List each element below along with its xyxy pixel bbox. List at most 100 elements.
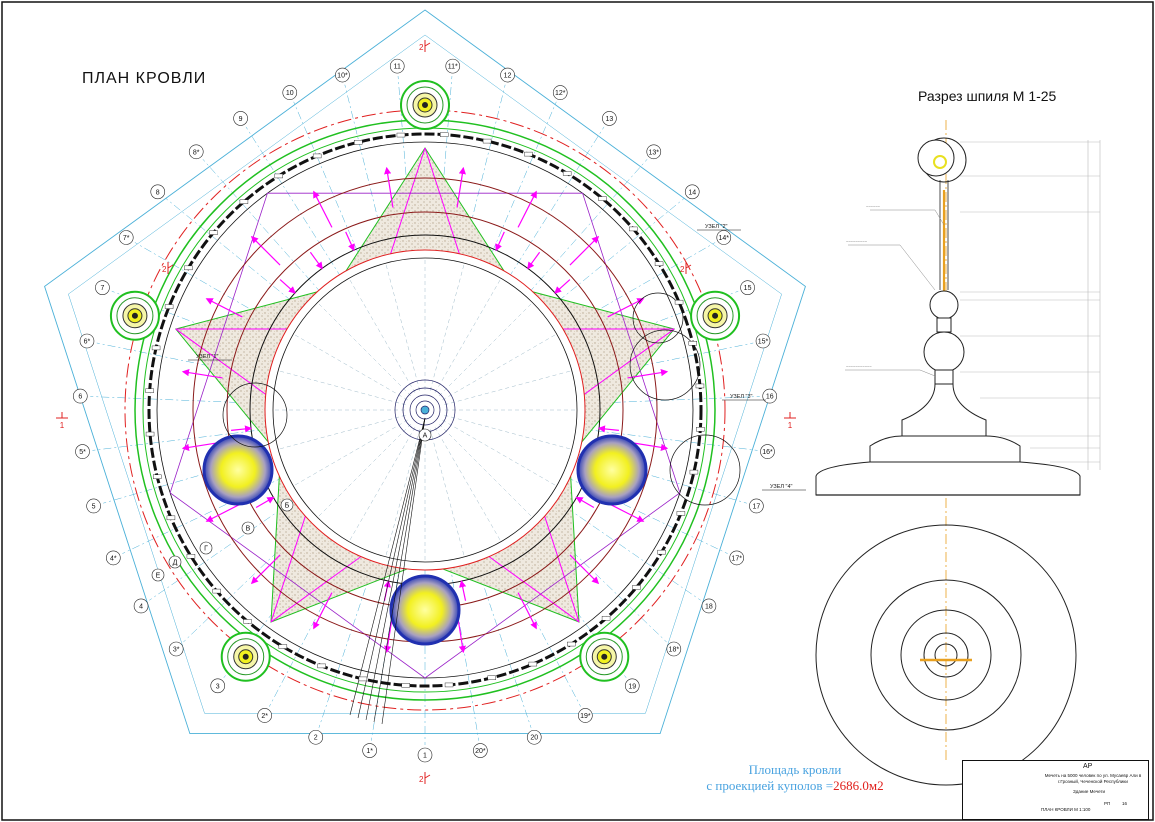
tag-box [524,151,533,157]
slope-arrow [250,554,281,585]
axis-bubble [168,641,184,657]
tag-box [396,132,406,138]
axis-line [474,443,701,601]
axis-line [103,426,368,504]
axis-label: 5 [92,503,96,510]
dome-rib [444,414,570,450]
slope-arrow [527,251,541,270]
axis-label: 8* [193,149,200,156]
axis-label: 8 [156,189,160,196]
section-mark-label: 2 [419,775,424,784]
slope-arrow [181,369,223,379]
section-title: Разрез шпиля М 1-25 [918,88,1057,104]
node-detail-circle [222,382,288,448]
tag-box [562,171,572,176]
letter-axis-label: Г [204,546,208,553]
tag-box [239,199,249,204]
axis-bubble [118,230,134,245]
slope-arrow [627,369,669,379]
slope-arrow [231,425,253,433]
minaret-icon [220,631,271,682]
axis-label: 17* [731,555,742,562]
tag-box [444,682,454,688]
tag-box [358,676,368,682]
axis-line [344,84,411,352]
tag-box [151,345,161,351]
dome-icon [389,574,461,646]
dome-rib [280,370,406,406]
axis-line [443,466,532,728]
crescent-icon [917,137,967,183]
axis-bubble [188,144,204,160]
slope-arrow [495,231,505,252]
spire-plan-ring [409,394,441,426]
axis-line [482,426,747,504]
axis-bubble [86,498,101,514]
axis-line [202,159,386,366]
axis-label: 1* [366,748,373,755]
axis-label: 16* [762,449,773,456]
tag-box [689,469,699,475]
axis-line [92,416,366,451]
leader-line [381,417,426,725]
axis-label: 11* [448,64,458,71]
axis-bubble [72,388,88,404]
parapet-wall [147,132,703,688]
dome-rib [434,427,501,541]
node-detail-circle [669,434,741,506]
axis-bubble [150,184,166,200]
axis-label: 19* [580,713,591,720]
dome-rib [294,419,408,486]
axis-bubble [729,550,744,566]
section-mark-label: 2 [162,265,167,274]
axis-label: 13* [649,149,660,156]
tag-box [209,230,218,235]
axis-label: 12 [504,73,512,80]
title-block-stage: РП [1104,801,1111,806]
letter-axis-bubble [280,498,294,512]
node-label: УЗЕЛ "2" [705,224,728,230]
svg-text:~~~~~~~~~: ~~~~~~~~~ [846,239,868,244]
tag-box [186,554,196,559]
axis-line [452,463,581,707]
tag-box [440,132,449,137]
plan-title: ПЛАН КРОВЛИ [82,70,207,87]
slope-arrow [607,298,645,318]
axis-label: 9 [239,116,243,123]
slope-arrow [313,592,333,630]
axis-line [429,76,453,351]
axis-bubble [526,729,542,745]
axis-bubble [666,641,682,657]
dome-rib [294,334,408,401]
slope-arrow [255,496,275,509]
slope-arrow [279,279,296,294]
axis-line [471,197,685,373]
letter-axis-label: Б [285,503,290,510]
axis-label: 1 [423,753,427,760]
axis-line [464,159,648,366]
section-mark-label: 2 [680,265,685,274]
axis-label: 15 [744,285,752,292]
title-block-object: Мечеть на 5000 человек по ул. Мусаевр Ал… [1044,773,1142,784]
tag-box [274,173,283,179]
letter-axis-label: Е [156,573,161,580]
section-arrow-icon [167,262,174,274]
title-block-code: АР [1083,763,1093,770]
axis-line [165,197,379,373]
axis-line [122,435,371,554]
slope-arrow [554,279,571,294]
title-block-sheet-name: ПЛАН КРОВЛИ М 1:100 [1041,807,1091,812]
axis-label: 11 [394,64,401,71]
axis-label: 6 [78,394,82,401]
tag-box [482,138,492,144]
slope-arrow [597,425,619,433]
axis-bubble [106,550,121,566]
axis-line [245,126,394,360]
letter-axis-bubble [168,555,182,569]
letter-axis-bubble [418,428,432,442]
axis-bubble [335,67,350,83]
axis-bubble [578,708,593,723]
minaret-icon [109,290,160,341]
